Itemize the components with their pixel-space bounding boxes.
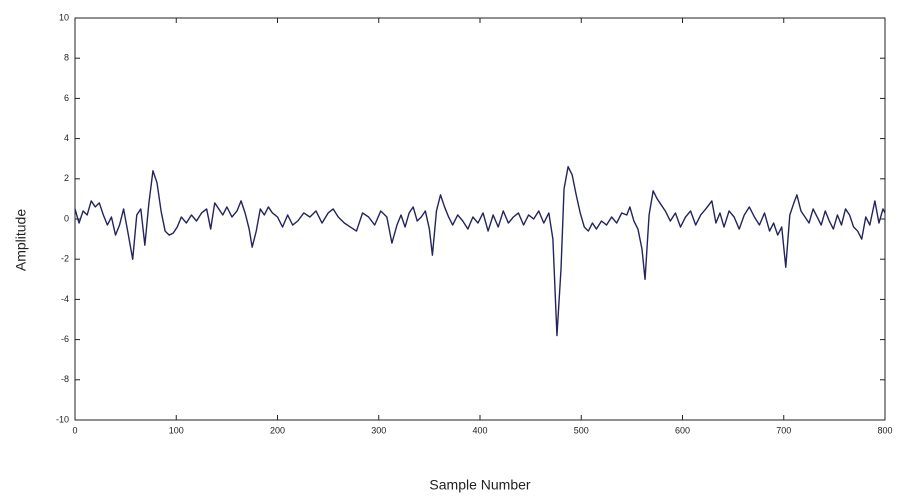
x-tick-label: 700 [776, 425, 791, 435]
y-tick-label: 2 [64, 173, 69, 183]
x-tick-label: 400 [472, 425, 487, 435]
x-tick-label: 200 [270, 425, 285, 435]
y-tick-label: 10 [59, 12, 69, 22]
x-tick-label: 300 [371, 425, 386, 435]
y-tick-label: -10 [56, 414, 69, 424]
x-tick-label: 600 [675, 425, 690, 435]
y-axis-label: Amplitude [13, 209, 29, 271]
x-tick-label: 100 [169, 425, 184, 435]
y-tick-label: 0 [64, 213, 69, 223]
y-tick-label: -6 [61, 334, 69, 344]
x-tick-label: 0 [72, 425, 77, 435]
y-tick-label: 8 [64, 53, 69, 63]
y-tick-label: -4 [61, 294, 69, 304]
x-tick-label: 800 [877, 425, 892, 435]
signal-line [74, 166, 886, 337]
y-tick-label: 4 [64, 133, 69, 143]
y-tick-label: -2 [61, 254, 69, 264]
y-tick-label: 6 [64, 93, 69, 103]
y-tick-label: -8 [61, 374, 69, 384]
x-axis-label: Sample Number [429, 477, 530, 493]
x-tick-label: 500 [574, 425, 589, 435]
